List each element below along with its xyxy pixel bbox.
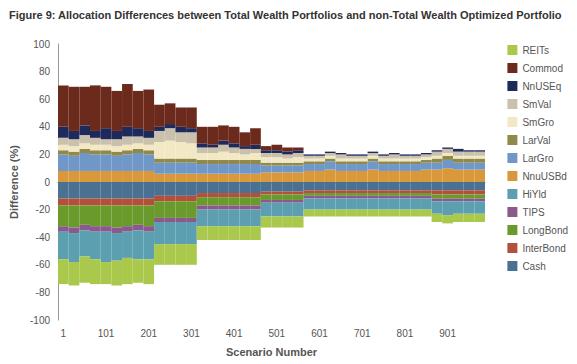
svg-text:LarVal: LarVal (522, 135, 550, 146)
svg-text:Figure 9: Allocation Differenc: Figure 9: Allocation Differences between… (9, 9, 562, 21)
svg-text:1: 1 (61, 328, 67, 339)
svg-text:501: 501 (268, 328, 285, 339)
svg-text:HiYld: HiYld (522, 189, 546, 200)
svg-text:Difference (%): Difference (%) (8, 145, 20, 219)
svg-text:801: 801 (397, 328, 414, 339)
svg-text:201: 201 (140, 328, 157, 339)
svg-text:Scenario Number: Scenario Number (226, 346, 318, 358)
svg-text:TIPS: TIPS (522, 207, 545, 218)
svg-text:LongBond: LongBond (522, 225, 568, 236)
svg-text:Cash: Cash (522, 261, 545, 272)
svg-text:InterBond: InterBond (522, 243, 565, 254)
svg-text:-80: -80 (36, 287, 51, 298)
svg-text:Commod: Commod (522, 63, 563, 74)
svg-text:SmGro: SmGro (522, 117, 554, 128)
svg-text:NnUSEq: NnUSEq (522, 81, 561, 92)
svg-text:NnuUSBd: NnuUSBd (522, 171, 566, 182)
svg-text:901: 901 (439, 328, 456, 339)
svg-text:301: 301 (183, 328, 200, 339)
svg-text:101: 101 (98, 328, 115, 339)
svg-text:REITs: REITs (522, 45, 549, 56)
svg-text:60: 60 (39, 94, 51, 105)
svg-text:LarGro: LarGro (522, 153, 554, 164)
svg-text:401: 401 (226, 328, 243, 339)
svg-text:701: 701 (354, 328, 371, 339)
svg-text:100: 100 (33, 39, 50, 50)
svg-text:SmVal: SmVal (522, 99, 551, 110)
svg-text:-60: -60 (36, 259, 51, 270)
svg-text:20: 20 (39, 149, 51, 160)
svg-text:-40: -40 (36, 232, 51, 243)
svg-text:601: 601 (311, 328, 328, 339)
svg-text:40: 40 (39, 121, 51, 132)
svg-text:80: 80 (39, 66, 51, 77)
svg-text:0: 0 (44, 177, 50, 188)
svg-text:-20: -20 (36, 204, 51, 215)
svg-text:-100: -100 (30, 315, 50, 326)
